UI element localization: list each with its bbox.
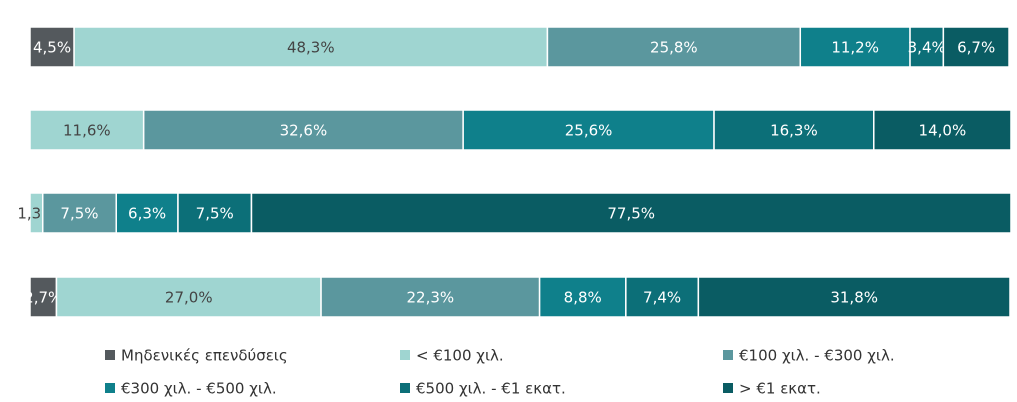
value-label: 6,7% [957, 39, 995, 57]
bar-segment [142, 109, 464, 151]
value-label: 7,4% [643, 289, 681, 307]
value-label: 6,3% [128, 205, 166, 223]
value-label: 11,2% [831, 39, 879, 57]
bar-segment [41, 192, 117, 234]
bar-segment [909, 26, 945, 68]
bar-segment [29, 109, 145, 151]
value-label: 27,0% [165, 289, 213, 307]
value-label: 25,6% [565, 122, 613, 140]
legend-label: €500 χιλ. - €1 εκατ. [416, 380, 566, 398]
legend-label: > €1 εκατ. [739, 380, 821, 398]
bar-segment [873, 109, 1012, 151]
legend-swatch [105, 383, 115, 393]
bar-segment [697, 276, 1011, 318]
value-label: 16,3% [770, 122, 818, 140]
legend-swatch [723, 350, 733, 360]
legend-swatch [723, 383, 733, 393]
legend-swatch [400, 383, 410, 393]
value-label: 7,5% [196, 205, 234, 223]
bar-segment [546, 26, 802, 68]
legend-swatch [105, 350, 115, 360]
legend-label: €300 χιλ. - €500 χιλ. [121, 380, 277, 398]
value-label: 7,5% [60, 205, 98, 223]
value-label: 77,5% [607, 205, 655, 223]
value-label: 4,5% [33, 39, 71, 57]
bar-segment [538, 276, 627, 318]
value-label: 3,4% [908, 39, 946, 57]
value-label: 11,6% [63, 122, 111, 140]
value-label: 8,8% [564, 289, 602, 307]
value-label: 22,3% [407, 289, 455, 307]
bar-segment [73, 26, 549, 68]
value-label: 48,3% [287, 39, 335, 57]
value-label: 32,6% [280, 122, 328, 140]
value-label: 2,7% [24, 289, 62, 307]
bar-segment [29, 26, 75, 68]
legend-label: < €100 χιλ. [416, 347, 504, 365]
legend-label: €100 χιλ. - €300 χιλ. [739, 347, 895, 365]
bar-segment [942, 26, 1010, 68]
legend-swatch [400, 350, 410, 360]
bar-segment [177, 192, 253, 234]
value-label: 25,8% [650, 39, 698, 57]
bar-segment [713, 109, 875, 151]
bar-segment [462, 109, 715, 151]
legend-label: Μηδενικές επενδύσεις [121, 347, 288, 365]
bar-segment [625, 276, 700, 318]
value-label: 31,8% [830, 289, 878, 307]
bar-segment [250, 192, 1012, 234]
bar-segment [55, 276, 322, 318]
value-label: 14,0% [919, 122, 967, 140]
